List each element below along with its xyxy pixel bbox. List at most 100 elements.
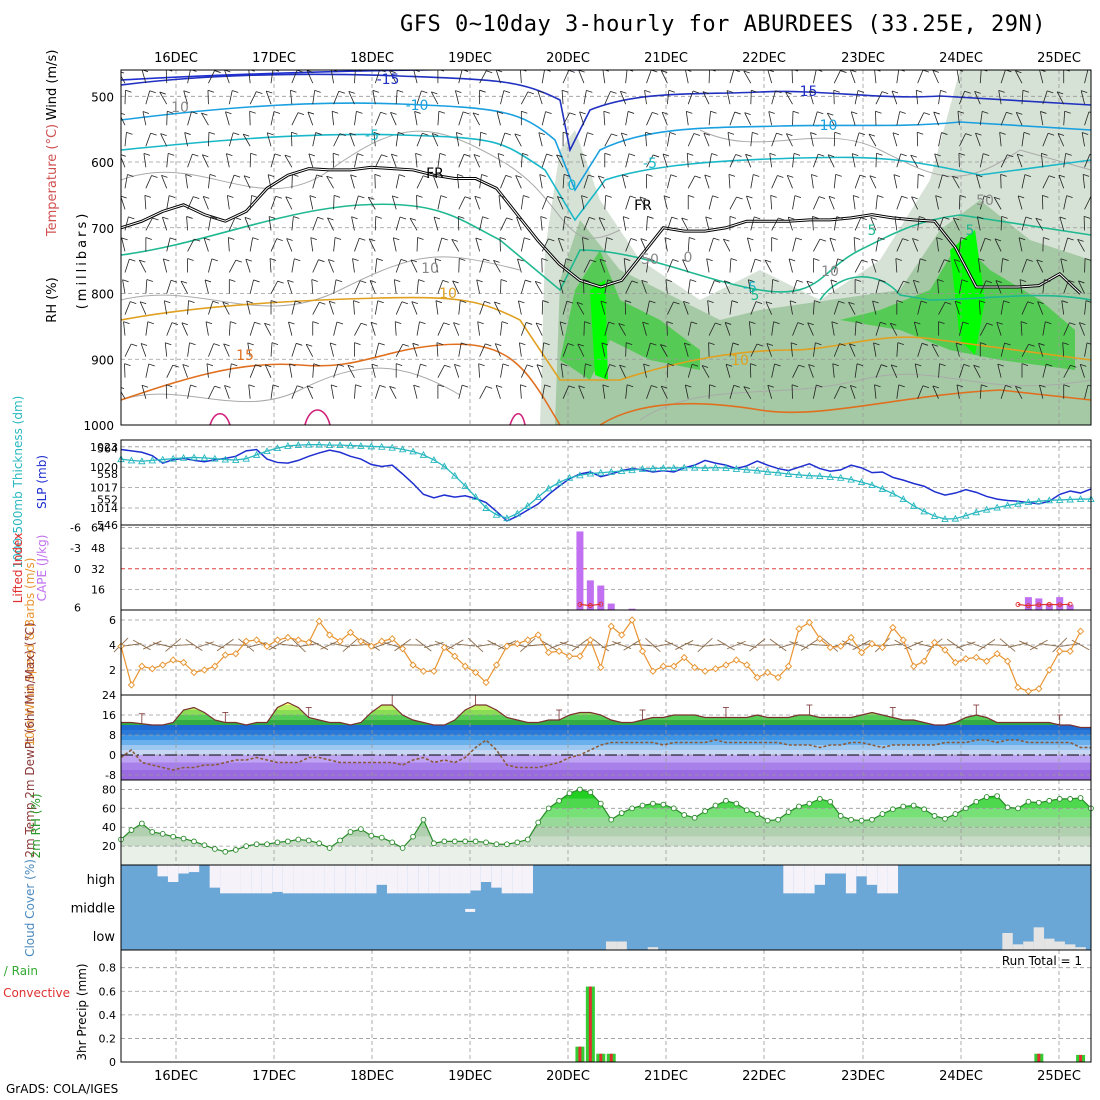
wind-barb: [646, 258, 649, 273]
wind-barb: [504, 132, 511, 136]
wind-barb: [854, 237, 861, 240]
wind-barb: [703, 133, 710, 147]
wind-barb: [729, 385, 735, 399]
wind-barb: [854, 175, 861, 189]
cloud-high-clear: [282, 865, 294, 894]
wind-barb: [880, 321, 887, 325]
wind-barb: [1058, 174, 1066, 178]
wind-barb: [437, 365, 445, 378]
wind-barb: [753, 174, 760, 177]
wind-barb: [368, 196, 375, 200]
wind-barb: [567, 343, 574, 346]
wind-barb: [147, 321, 154, 325]
wind-barb: [788, 216, 795, 220]
wind-barb: [765, 301, 773, 305]
wind-speed-point: [451, 652, 459, 660]
rh-point: [577, 786, 583, 793]
wind-barb: [205, 321, 213, 325]
wind-barb: [794, 195, 802, 198]
wind-barb: [707, 300, 710, 315]
wind-barb: [849, 343, 856, 347]
wind-barb: [193, 196, 200, 199]
rh-contour: [121, 130, 621, 239]
wind-barb: [854, 217, 862, 231]
wind-barb: [354, 238, 360, 252]
wind-barb-surface: [882, 643, 903, 647]
wind-barb: [269, 258, 277, 261]
wind-barb: [349, 132, 356, 136]
wind-barb-surface: [904, 640, 924, 650]
wind-barb: [327, 259, 334, 273]
wind-barb: [1058, 175, 1065, 189]
wind-barb: [243, 133, 250, 137]
wind-barb: [917, 216, 920, 231]
wind-barb: [808, 364, 815, 367]
wind-barb: [235, 259, 243, 263]
wind-barb-surface: [653, 642, 674, 648]
wind-barb: [351, 216, 358, 220]
wind-barb: [701, 365, 710, 378]
wind-barb: [477, 321, 481, 336]
wind-barb: [430, 91, 439, 105]
wind-barb: [486, 385, 493, 389]
wind-barb: [923, 112, 930, 116]
wind-barb: [708, 280, 715, 294]
wind-barb: [312, 90, 316, 105]
wind-barb: [584, 321, 591, 324]
wind-barb: [208, 258, 213, 273]
wind-barb: [395, 259, 402, 273]
wind-barb: [228, 363, 232, 378]
contour-label: -5: [743, 280, 757, 296]
wind-barb: [476, 279, 481, 294]
wind-speed-point: [1056, 647, 1064, 655]
wind-barb: [625, 70, 628, 84]
wind-barb: [833, 258, 839, 273]
rh-point: [1056, 796, 1063, 802]
wind-barb-surface: [152, 642, 173, 648]
wind-barb: [562, 112, 570, 126]
wind-barb: [1082, 132, 1089, 135]
thickness-marker: [398, 445, 407, 453]
wind-speed-point: [179, 658, 188, 667]
wind-barb: [840, 385, 847, 389]
wind-barb: [160, 133, 167, 137]
wind-speed-point: [148, 665, 156, 673]
wind-barb: [724, 280, 731, 284]
wind-barb: [641, 280, 647, 294]
cape-tick-label: 48: [91, 542, 105, 555]
precip-bar-convective: [578, 1046, 582, 1062]
wind-barb: [857, 90, 865, 93]
wind-barb: [454, 90, 460, 105]
wind-barb: [475, 237, 482, 241]
wind-barb: [975, 132, 981, 147]
pressure-tick-label: 900: [91, 353, 114, 367]
wind-barb: [601, 342, 606, 357]
wind-barb: [668, 89, 675, 93]
wind-barb: [350, 174, 357, 178]
wind-barb: [771, 132, 777, 147]
contour-label: 10: [171, 100, 189, 116]
rh-point: [618, 810, 625, 816]
wind-barb-surface: [1029, 639, 1048, 651]
wind-barb-surface: [520, 637, 536, 653]
x-tick-bottom-18DEC: 18DEC: [350, 1069, 394, 1084]
wind-barb: [786, 175, 793, 189]
wind-barb: [792, 153, 795, 168]
wind-barb: [519, 384, 522, 399]
wind-barb: [390, 112, 397, 126]
wind-barb: [743, 70, 752, 84]
wind-barb: [792, 364, 800, 378]
wind-barb: [292, 173, 299, 177]
wind-barb: [965, 133, 972, 137]
thickness-marker: [169, 454, 177, 462]
wind-barb: [747, 237, 754, 241]
wind-barb: [285, 196, 292, 200]
wind-barb: [537, 90, 545, 94]
wind-barb: [786, 133, 793, 147]
wind-barb-surface: [142, 640, 162, 650]
wind-barb: [284, 154, 293, 168]
upper-air-frame: [120, 69, 1092, 426]
wind-speed-point: [200, 666, 209, 674]
wind-speed-point: [346, 628, 355, 637]
